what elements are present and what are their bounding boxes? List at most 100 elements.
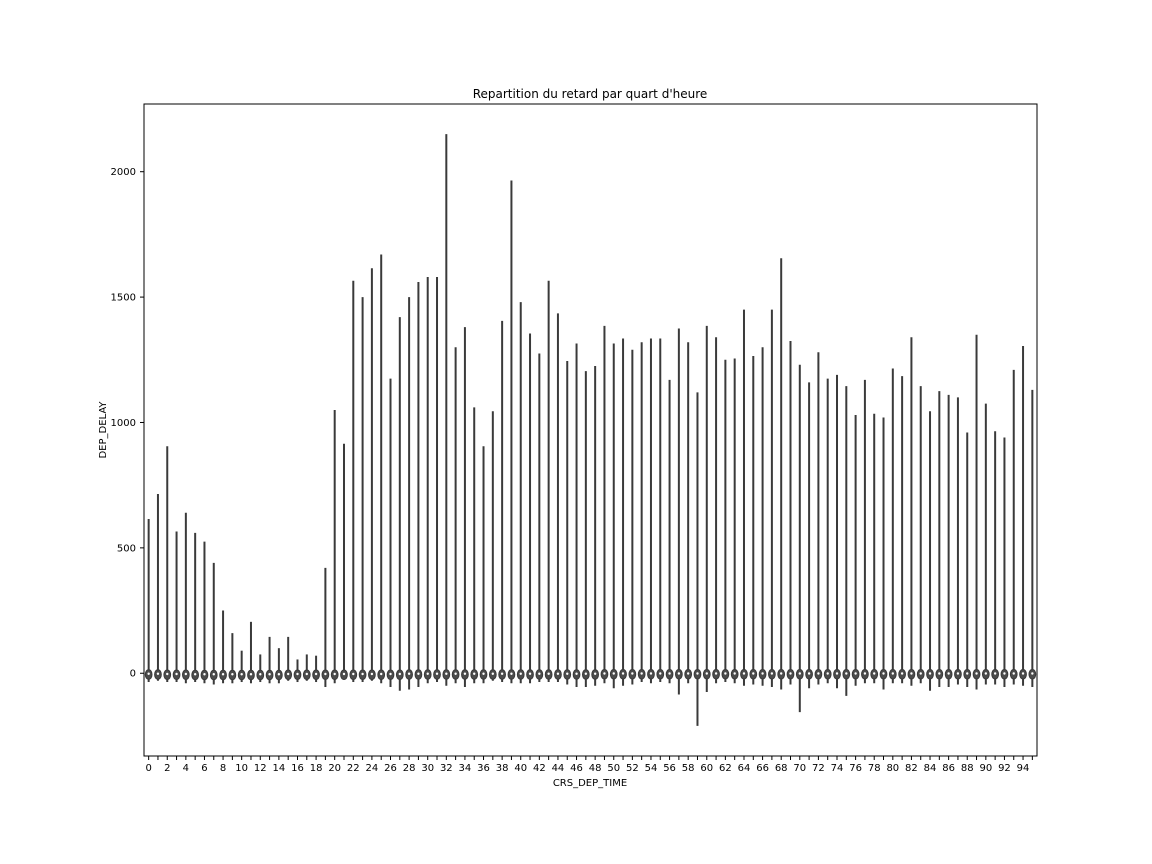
violin-median [649,672,653,675]
violin-median [677,672,681,675]
violin-median [807,672,811,675]
x-tick-label: 28 [403,763,416,774]
violin-median [966,672,969,675]
x-tick-label: 88 [961,763,974,774]
x-tick-label: 48 [589,763,602,774]
x-tick-label: 22 [347,763,360,774]
x-tick-label: 4 [183,763,189,774]
x-tick-label: 30 [421,763,434,774]
violin-median [752,672,755,675]
violin-median [984,672,988,675]
violin-median [975,672,978,675]
violin-median [1003,672,1006,675]
violin-median [463,672,467,675]
violin-median [500,672,504,675]
x-tick-label: 38 [496,763,509,774]
violin-median [417,672,420,675]
violins-group [144,134,1037,726]
violin-median [835,672,839,675]
violin-median [686,672,690,675]
violin-median [193,673,197,676]
x-tick-label: 26 [384,763,397,774]
x-tick-label: 14 [273,763,286,774]
violin-median [203,673,206,676]
violin-median [231,673,234,676]
violin-median [761,672,764,675]
x-tick-label: 54 [645,763,658,774]
violin-median [668,672,671,675]
violin-median [854,672,857,675]
violin-median [510,672,513,675]
violin-median [621,672,625,675]
violin-median [956,672,960,675]
x-tick-label: 80 [886,763,899,774]
violin-median [212,673,215,676]
violin-median [575,672,578,675]
violin-median [286,672,290,676]
x-tick-label: 70 [793,763,806,774]
violin-median [547,672,550,675]
violin-median [380,672,383,676]
x-tick-label: 44 [552,763,565,774]
x-tick-label: 56 [663,763,676,774]
violin-median [826,672,829,675]
violin-median [873,672,876,675]
violin-median [910,672,913,675]
violin-median [891,672,895,675]
violin-median [724,672,727,675]
violin-median [352,672,355,676]
x-axis: 0 2 4 6 8 10 12 14 16 18 20 22 24 26 28 30 32 34 36 38 40 42 4… [145,756,1033,774]
violin-median [714,672,718,675]
violin-median [696,672,699,675]
violin-median [1031,672,1034,675]
violin-median [603,672,606,675]
violin-median [249,673,253,676]
x-axis-label: CRS_DEP_TIME [553,778,627,789]
violin-median [342,672,346,676]
violin-median [314,672,318,676]
plot-area [144,104,1037,756]
violin-median [789,672,792,675]
x-tick-label: 10 [235,763,248,774]
x-tick-label: 20 [328,763,341,774]
violin-median [566,672,569,675]
violin-median [333,672,336,676]
violin-median [491,672,495,675]
y-tick-label: 1500 [111,293,136,304]
violin-median [584,672,588,675]
violin-median [705,672,708,675]
x-tick-label: 0 [145,763,151,774]
y-tick-label: 2000 [111,167,136,178]
x-tick-label: 6 [201,763,207,774]
violin-median [1012,672,1015,675]
violin-median [389,672,392,676]
x-tick-label: 42 [533,763,546,774]
violin-median [798,672,801,675]
violin-median [882,672,885,675]
violin-median [166,672,169,676]
x-tick-label: 50 [607,763,620,774]
violin-median [175,672,178,676]
violin-median [435,672,439,675]
y-tick-label: 1000 [111,418,136,429]
violin-median [742,672,746,675]
x-tick-label: 76 [849,763,862,774]
x-tick-label: 18 [310,763,323,774]
violin-median [612,672,615,675]
violin-median [593,672,597,675]
x-tick-label: 66 [756,763,769,774]
y-tick-label: 0 [130,669,136,680]
violin-median [779,672,783,675]
y-tick-label: 500 [117,543,136,554]
x-tick-label: 62 [719,763,732,774]
violin-median [733,672,736,675]
x-tick-label: 86 [942,763,955,774]
violin-median [147,672,150,675]
x-tick-label: 12 [254,763,267,774]
violin-median [556,672,560,675]
violin-median [361,672,364,676]
violin-median [324,672,327,676]
violin-median [817,672,820,675]
violin-median [528,672,532,675]
violin-median [426,672,429,675]
